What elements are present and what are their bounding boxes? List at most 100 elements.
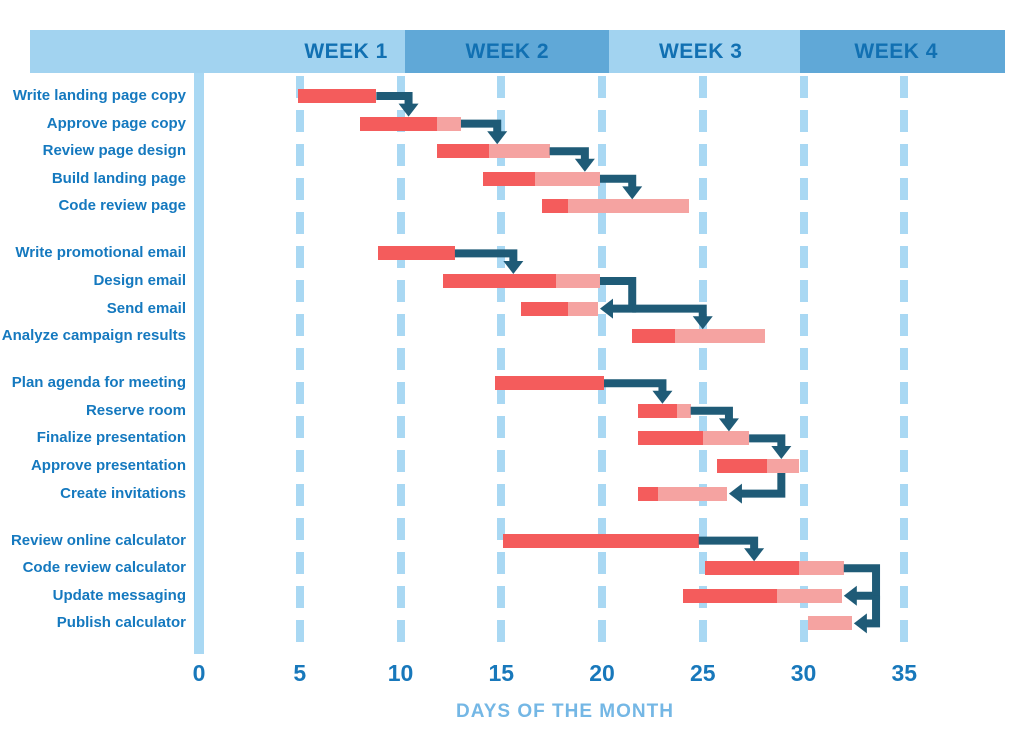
x-axis-tick-label: 15 [488, 660, 515, 686]
task-bar-progress [297, 89, 377, 103]
task-bar [682, 588, 842, 603]
task-label: Write landing page copy [12, 87, 186, 104]
task-label: Review page design [42, 142, 186, 160]
task-bar [503, 533, 699, 548]
week-band-label: WEEK 3 [658, 40, 743, 63]
axis-baseline [194, 73, 204, 654]
arrowhead-left-icon [728, 483, 742, 504]
dependency-arrow-line [843, 564, 881, 600]
task-bar-progress [638, 431, 703, 446]
task-bar-progress [442, 274, 556, 288]
dependency-arrow-line [690, 406, 733, 421]
task-bar-progress [541, 199, 568, 214]
task-bar [495, 376, 604, 391]
dependency-arrow-line [632, 304, 707, 319]
dependency-arrow-line [749, 434, 786, 448]
dependency-arrow-line [698, 536, 759, 551]
day-gridline [598, 76, 606, 654]
x-axis-title: DAYS OF THE MONTH [456, 701, 674, 722]
task-bar-progress [716, 459, 768, 473]
task-label: Publish calculator [56, 614, 186, 632]
task-bar-progress [483, 171, 536, 186]
x-axis-tick-label: 20 [589, 660, 615, 686]
arrowhead-left-icon [843, 585, 857, 606]
task-label: Code review calculator [22, 559, 186, 577]
x-axis-tick-label: 5 [293, 660, 307, 686]
task-bar [632, 329, 766, 344]
task-bar-progress [638, 486, 659, 501]
day-gridline [698, 76, 707, 654]
task-bar-progress [436, 144, 490, 159]
task-label: Write promotional email [15, 244, 186, 262]
day-gridline [396, 76, 405, 654]
task-bar-progress [521, 301, 568, 316]
task-label: Build landing page [51, 169, 186, 187]
week-header: WEEK 1 WEEK 2 WEEK 3 WEEK 4 [0, 0, 1024, 73]
task-bar-progress [704, 561, 800, 576]
x-axis-tick-label: 0 [192, 660, 206, 686]
task-bar [704, 561, 844, 576]
arrowhead-down-icon [574, 158, 595, 172]
task-bar [378, 246, 455, 261]
dependency-arrow-line [460, 119, 502, 134]
week-band [404, 30, 610, 73]
week-band-label: WEEK 2 [465, 40, 550, 63]
task-bar [436, 144, 550, 159]
day-gridline [799, 76, 808, 654]
dependency-arrow-line [604, 379, 667, 393]
task-bar-progress [495, 376, 604, 391]
arrowhead-down-icon [718, 418, 739, 432]
dependency-arrow-line [549, 147, 589, 161]
task-bar [716, 459, 800, 473]
dependency-arrow-line [864, 595, 881, 628]
arrowhead-down-icon [652, 390, 673, 404]
task-bar-progress [378, 246, 455, 261]
task-label: Analyze campaign results [1, 327, 186, 345]
x-axis-tick-label: 35 [891, 660, 918, 686]
task-bar [541, 199, 689, 214]
task-bar-progress [638, 403, 677, 418]
task-label: Reserve room [85, 401, 186, 419]
task-bar-progress [632, 329, 675, 344]
x-axis-tick-label: 25 [689, 660, 716, 686]
task-bar [360, 116, 461, 131]
task-bar-progress [360, 116, 437, 131]
dependency-arrow-line [739, 473, 786, 498]
task-bar [638, 403, 691, 418]
week-band [30, 30, 405, 73]
day-gridline [497, 76, 506, 654]
week-band-label: WEEK 4 [854, 40, 938, 63]
task-label: Approve presentation [30, 457, 186, 474]
arrowhead-down-icon [622, 186, 643, 200]
task-bar [638, 431, 750, 446]
arrowhead-left-icon [853, 613, 867, 634]
day-gridline [900, 76, 909, 654]
task-label: Code review page [58, 197, 186, 215]
arrowhead-down-icon [503, 261, 524, 274]
task-label: Design email [93, 272, 186, 289]
task-bar-progress [503, 533, 699, 548]
day-gridline [295, 76, 304, 654]
task-label: Update messaging [52, 586, 186, 604]
week-band [609, 30, 801, 73]
task-bar [521, 301, 598, 316]
task-label: Review online calculator [10, 531, 186, 549]
task-label: Create invitations [60, 484, 186, 502]
task-bar-progress [682, 588, 778, 603]
arrowhead-down-icon [744, 548, 765, 562]
week-band [800, 30, 1005, 73]
task-bar [483, 171, 600, 186]
task-label: Plan agenda for meeting [11, 374, 186, 392]
week-band-label: WEEK 1 [304, 40, 388, 63]
task-bar [807, 616, 852, 631]
task-bar [297, 89, 377, 103]
x-axis-tick-label: 10 [387, 660, 414, 686]
task-label: Send email [106, 299, 186, 317]
x-axis-tick-label: 30 [790, 660, 817, 686]
task-label: Approve page copy [46, 114, 186, 132]
task-label: Finalize presentation [36, 429, 186, 447]
task-bar [442, 274, 600, 288]
arrowhead-down-icon [771, 446, 792, 459]
task-bar [638, 486, 727, 501]
